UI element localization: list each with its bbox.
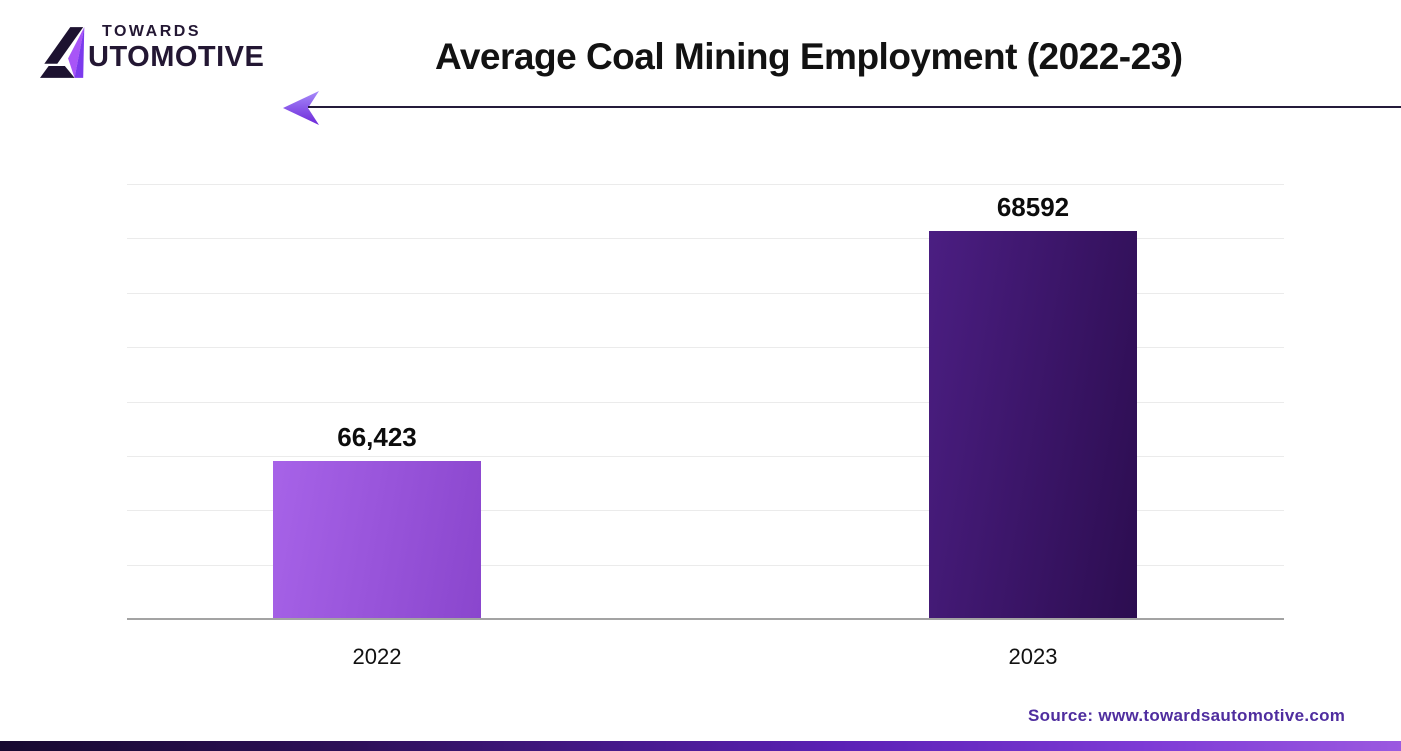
- chart-title: Average Coal Mining Employment (2022-23): [435, 36, 1183, 77]
- towards-automotive-logo: TOWARDS UTOMOTIVE: [40, 20, 290, 86]
- left-arrow-icon: [283, 91, 319, 125]
- gridline: [127, 293, 1284, 294]
- logo-brand-bottom: UTOMOTIVE: [88, 41, 265, 73]
- gridline: [127, 238, 1284, 239]
- logo-text: TOWARDS UTOMOTIVE: [88, 22, 264, 72]
- gridline: [127, 456, 1284, 457]
- source-link[interactable]: Source: www.towardsautomotive.com: [1028, 706, 1346, 725]
- bar-2023: [929, 231, 1137, 618]
- bar-chart-plot: 66,423 68592 2022 2023: [127, 184, 1284, 669]
- bar-2022: [273, 461, 481, 618]
- gridline: [127, 402, 1284, 403]
- header-rule: [308, 106, 1401, 108]
- gridline: [127, 510, 1284, 511]
- gridline: [127, 347, 1284, 348]
- x-axis-line: [127, 618, 1284, 620]
- x-tick-label-2022: 2022: [352, 644, 402, 669]
- value-label-2022: 66,423: [337, 422, 417, 452]
- value-label-2023: 68592: [996, 192, 1070, 222]
- footer-gradient-strip: [0, 741, 1401, 751]
- logo-a-mark-icon: [40, 27, 85, 78]
- gridline: [127, 184, 1284, 185]
- gridline: [127, 565, 1284, 566]
- x-tick-label-2023: 2023: [1008, 644, 1058, 669]
- logo-brand-top: TOWARDS: [102, 23, 201, 40]
